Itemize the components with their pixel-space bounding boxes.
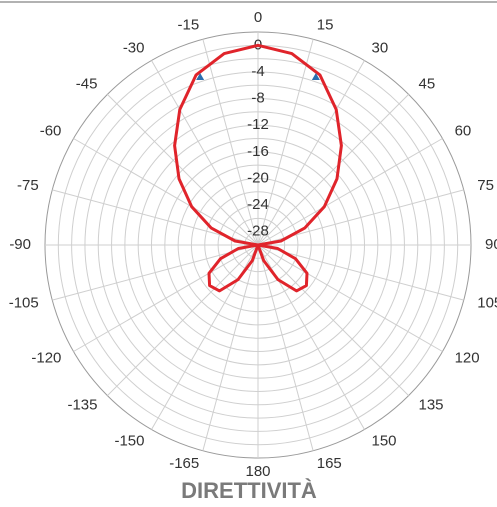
marker (196, 72, 205, 80)
angle-tick-label: -165 (169, 455, 199, 472)
angle-tick-label: -150 (114, 433, 144, 450)
radial-tick-label: -16 (247, 143, 269, 160)
pattern-line (173, 43, 343, 293)
grid-spoke (257, 39, 314, 246)
angle-tick-label: -135 (67, 396, 97, 413)
angle-tick-label: -105 (9, 295, 39, 312)
angle-tick-label: 15 (317, 17, 334, 34)
angle-tick-label: 120 (455, 349, 480, 366)
angle-tick-label: -75 (17, 177, 39, 194)
radial-tick-label: -4 (251, 63, 264, 80)
radial-tick-label: -24 (247, 196, 269, 213)
grid-spoke (257, 244, 464, 301)
radial-tick-label: -28 (247, 223, 269, 240)
grid-spoke (73, 244, 259, 352)
grid-spoke (52, 244, 259, 301)
angle-tick-label: 60 (455, 122, 472, 139)
angle-tick-label: -30 (123, 39, 145, 56)
grid-spoke (202, 39, 259, 246)
angle-tick-label: 135 (419, 396, 444, 413)
marker (311, 72, 320, 80)
grid-spoke (257, 244, 314, 451)
grid-spoke (257, 94, 409, 246)
angle-tick-label: 150 (372, 433, 397, 450)
angle-tick-label: 90 (485, 236, 497, 253)
grid-spoke (107, 94, 259, 246)
angle-tick-label: 0 (254, 9, 262, 26)
angle-tick-label: -120 (31, 349, 61, 366)
grid-spoke (257, 244, 443, 352)
chart-title: DIRETTIVITÀ (181, 478, 317, 503)
angle-tick-label: -90 (9, 236, 31, 253)
radial-tick-label: -8 (251, 90, 264, 107)
grid-spoke (73, 138, 259, 246)
radial-tick-label: -12 (247, 116, 269, 133)
angle-tick-label: 30 (372, 39, 389, 56)
angle-tick-label: -15 (178, 17, 200, 34)
angle-tick-label: -45 (76, 75, 98, 92)
angle-tick-label: 75 (477, 177, 494, 194)
angle-tick-label: 180 (245, 463, 270, 480)
grid-spoke (151, 60, 259, 246)
angle-tick-label: -60 (40, 122, 62, 139)
grid-spoke (257, 60, 365, 246)
grid-spoke (202, 244, 259, 451)
radial-tick-label: -20 (247, 169, 269, 186)
angle-tick-label: 105 (477, 295, 497, 312)
grid-spoke (107, 244, 259, 396)
angle-tick-label: 165 (317, 455, 342, 472)
grid-spoke (257, 138, 443, 246)
grid-spoke (257, 244, 409, 396)
angle-tick-label: 45 (419, 75, 436, 92)
